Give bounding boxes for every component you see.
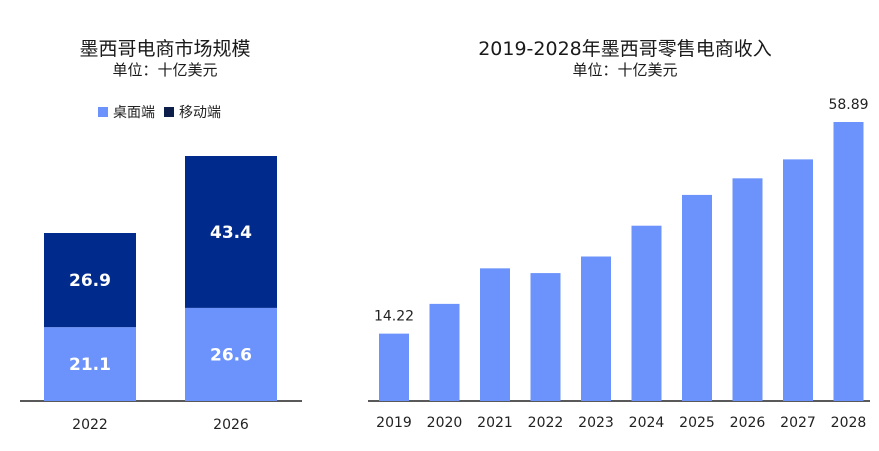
stacked-bar-2022-mobile [44,233,136,328]
bar-value-label-2022-mobile: 26.9 [69,271,111,291]
x-tick-label-2022: 2022 [72,417,108,433]
right-chart-title: 2019-2028年墨西哥零售电商收入 [478,38,772,60]
legend-label-mobile: 移动端 [179,105,221,121]
legend-item-mobile: 移动端 [164,102,221,122]
stacked-bar-2026-mobile [185,156,277,308]
x-tick-label-2019: 2019 [376,415,412,431]
bar-value-label-2026-desktop: 26.6 [210,345,252,365]
x-tick-label-2020: 2020 [427,415,463,431]
revenue-bar-2024 [631,225,662,401]
revenue-bar-2026 [732,178,763,401]
revenue-bar-2021 [480,268,510,401]
revenue-bar-2025 [682,194,712,401]
revenue-bar-2028 [833,122,864,401]
bar-value-label-2026-mobile: 43.4 [210,223,252,243]
legend-swatch-mobile [164,107,174,117]
x-tick-label-2021: 2021 [477,415,513,431]
bar-value-label-2028: 58.89 [828,97,868,113]
bar-value-label-2019: 14.22 [374,309,414,325]
revenue-bar-2027 [783,159,813,401]
legend-item-desktop: 桌面端 [98,102,155,122]
x-tick-label-2027: 2027 [780,415,816,431]
right-chart-subtitle: 单位：十亿美元 [572,61,678,79]
bar-value-label-2022-desktop: 21.1 [69,355,111,375]
x-tick-label-2022: 2022 [528,415,564,431]
revenue-bar-2020 [429,303,460,401]
x-tick-label-2026: 2026 [213,417,249,433]
legend-swatch-desktop [98,107,108,117]
revenue-bar-2023 [581,256,611,401]
left-chart-legend: 桌面端 移动端 [98,102,230,122]
revenue-bar-2022 [530,273,561,401]
stacked-bar-2022-desktop [44,327,136,401]
x-tick-label-2025: 2025 [679,415,715,431]
x-tick-label-2024: 2024 [629,415,665,431]
x-tick-label-2028: 2028 [831,415,867,431]
stacked-bar-2026-desktop [185,307,277,401]
left-chart-subtitle: 单位：十亿美元 [112,61,218,79]
left-chart-title: 墨西哥电商市场规模 [79,38,251,60]
legend-label-desktop: 桌面端 [113,105,155,121]
x-tick-label-2023: 2023 [578,415,614,431]
revenue-bar-2019 [379,333,409,401]
x-tick-label-2026: 2026 [730,415,766,431]
